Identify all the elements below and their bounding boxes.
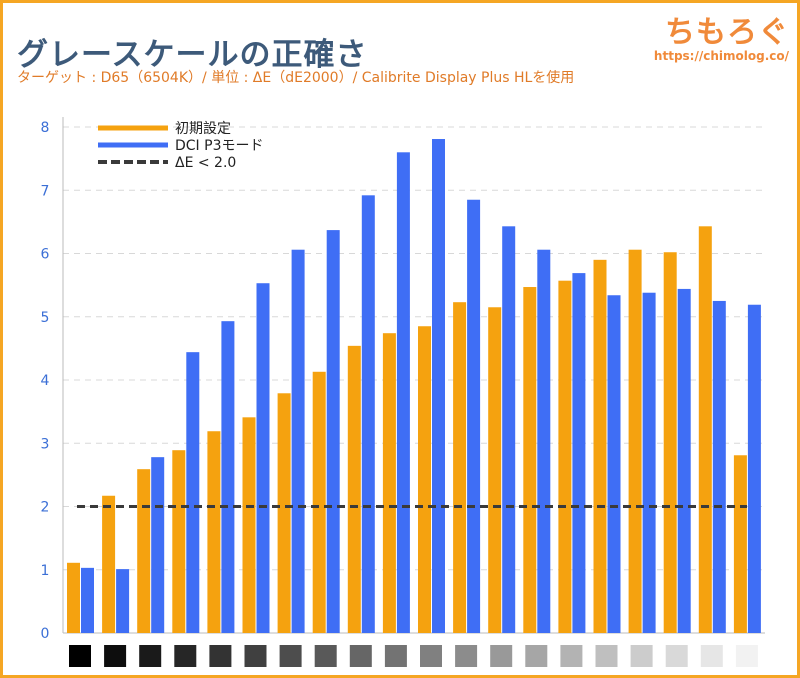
gray-swatch xyxy=(665,645,688,667)
y-tick-label: 7 xyxy=(41,183,50,199)
bar-default xyxy=(663,252,677,634)
bar-dci-p3 xyxy=(712,300,726,633)
bar-default xyxy=(698,226,712,634)
bar-dci-p3 xyxy=(81,567,94,633)
logo-url: https://chimolog.co/ xyxy=(653,49,789,63)
bar-dci-p3 xyxy=(467,199,481,634)
chart-subtitle: ターゲット : D65（6504K）/ 単位 : ΔE（dE2000）/ Cal… xyxy=(17,70,575,86)
bar-dci-p3 xyxy=(221,321,235,633)
bar-default xyxy=(382,333,396,633)
y-tick-label: 2 xyxy=(41,500,50,516)
bar-default xyxy=(207,431,221,633)
y-tick-label: 5 xyxy=(41,310,50,326)
gray-swatch xyxy=(630,645,653,667)
y-tick-label: 8 xyxy=(41,120,50,136)
bar-dci-p3 xyxy=(432,139,445,633)
bar-dci-p3 xyxy=(747,304,761,633)
bar-dci-p3 xyxy=(151,457,165,633)
bar-default xyxy=(488,307,502,633)
bar-default xyxy=(172,450,186,633)
bar-dci-p3 xyxy=(502,226,516,634)
bar-default xyxy=(347,345,361,633)
bar-default xyxy=(242,417,256,633)
bar-dci-p3 xyxy=(677,288,691,633)
gray-swatch xyxy=(314,645,337,667)
bar-dci-p3 xyxy=(537,249,551,633)
gray-swatch xyxy=(139,645,162,667)
bar-dci-p3 xyxy=(607,295,621,633)
bar-default xyxy=(558,280,572,633)
bar-dci-p3 xyxy=(361,195,375,633)
y-tick-label: 6 xyxy=(41,247,50,263)
bar-default xyxy=(67,562,80,633)
y-tick-label: 1 xyxy=(41,563,50,579)
bar-dci-p3 xyxy=(326,230,340,633)
gray-swatch xyxy=(69,645,91,667)
bar-default xyxy=(418,326,431,633)
logo: ちもろぐ https://chimolog.co/ xyxy=(654,7,789,63)
gray-swatch xyxy=(384,645,407,667)
bar-default xyxy=(312,371,326,633)
chart-title: グレースケールの正確さ xyxy=(17,37,368,73)
legend-label: 初期設定 xyxy=(175,120,231,137)
legend-label: ΔE < 2.0 xyxy=(175,155,236,171)
bar-default xyxy=(453,302,467,633)
bar-default xyxy=(277,393,291,633)
gray-swatch xyxy=(174,645,197,667)
gray-swatch xyxy=(455,645,478,667)
bar-default xyxy=(137,469,151,633)
bar-default xyxy=(628,249,642,633)
gray-swatch xyxy=(525,645,548,667)
bar-dci-p3 xyxy=(256,283,270,633)
gray-swatch xyxy=(104,645,127,667)
gray-swatch xyxy=(595,645,618,667)
bar-dci-p3 xyxy=(396,152,410,634)
gray-swatch xyxy=(244,645,267,667)
legend-label: DCI P3モード xyxy=(175,138,263,154)
gray-swatch xyxy=(700,645,723,667)
bar-dci-p3 xyxy=(642,292,656,633)
y-tick-label: 4 xyxy=(41,373,50,389)
gray-swatch xyxy=(349,645,372,667)
bar-dci-p3 xyxy=(291,249,305,633)
bar-dci-p3 xyxy=(186,352,200,633)
bar-default xyxy=(593,259,607,633)
y-tick-label: 3 xyxy=(41,436,50,452)
bar-default xyxy=(733,455,747,633)
gray-swatch xyxy=(490,645,513,667)
gray-swatch xyxy=(735,645,758,667)
logo-text: ちもろぐ xyxy=(665,15,789,50)
bar-default xyxy=(523,287,537,633)
y-tick-label: 0 xyxy=(41,626,50,642)
bar-dci-p3 xyxy=(116,569,130,633)
bar-dci-p3 xyxy=(572,273,586,633)
gray-swatch xyxy=(560,645,583,667)
gray-swatch xyxy=(420,645,442,667)
gray-swatch xyxy=(209,645,232,667)
gray-swatch xyxy=(279,645,302,667)
bar-default xyxy=(102,495,116,633)
